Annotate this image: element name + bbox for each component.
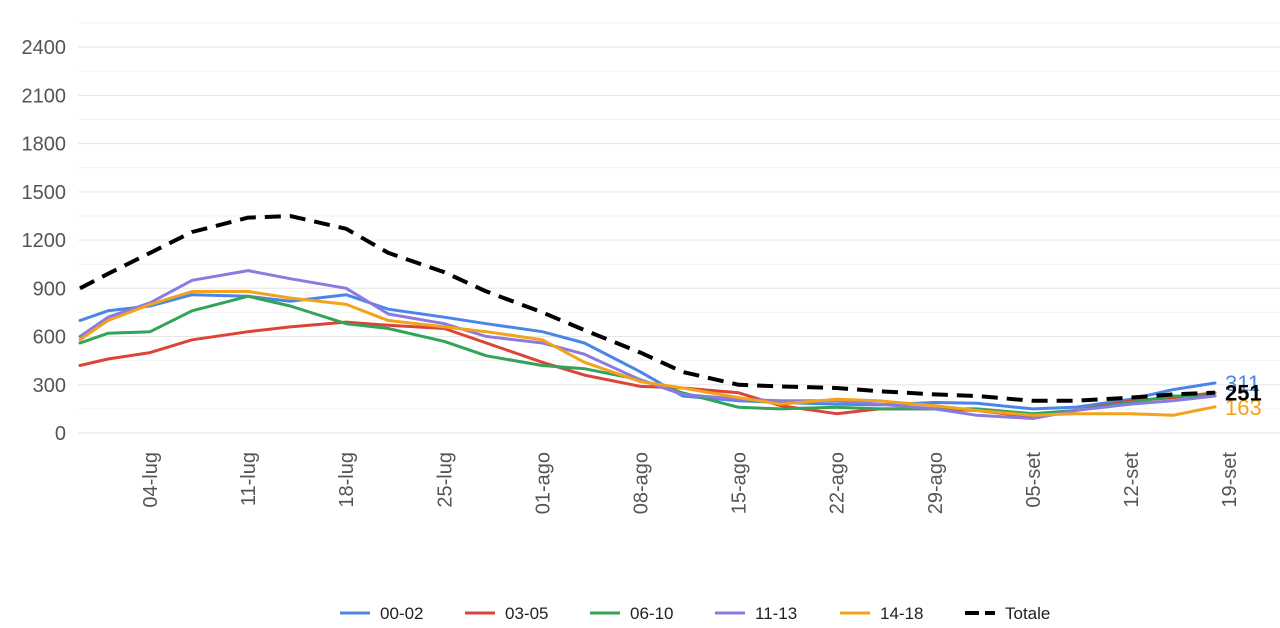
series-line-11-13 [78, 269, 1217, 420]
y-tick-label: 300 [33, 375, 66, 397]
series-line-totale [79, 214, 1216, 403]
legend: 00-02 03-05 06-10 11-13 14-18 Totale [340, 604, 1050, 623]
legend-label-06-10: 06-10 [630, 604, 673, 623]
y-tick-label: 2400 [22, 37, 67, 59]
x-tick-label: 22-ago [827, 452, 849, 514]
legend-label-14-18: 14-18 [880, 604, 923, 623]
series-lines [78, 214, 1217, 420]
grid-lines [78, 22, 1280, 434]
y-tick-label: 1200 [22, 230, 67, 252]
x-tick-label: 18-lug [336, 452, 358, 508]
series-line-03-05 [78, 320, 1217, 419]
legend-label-11-13: 11-13 [755, 604, 797, 623]
legend-label-totale: Totale [1005, 604, 1050, 623]
legend-label-00-02: 00-02 [380, 604, 423, 623]
y-tick-label: 900 [33, 278, 66, 300]
end-label-14-18: 163 [1225, 395, 1262, 420]
y-tick-label: 1500 [22, 182, 67, 204]
x-tick-label: 25-lug [434, 452, 456, 508]
x-tick-label: 08-ago [630, 452, 652, 514]
end-label-totale: 251 [1225, 381, 1262, 406]
end-label-00-02: 311 [1225, 371, 1260, 396]
x-tick-label: 01-ago [532, 452, 554, 514]
x-tick-label: 12-set [1121, 452, 1143, 508]
y-tick-label: 0 [55, 423, 66, 445]
x-tick-label: 11-lug [238, 452, 260, 506]
x-axis-ticks: 04-lug 11-lug 18-lug 25-lug 01-ago 08-ago 15-a… [140, 452, 1241, 515]
legend-label-03-05: 03-05 [505, 604, 548, 623]
y-tick-label: 1800 [22, 134, 67, 156]
x-tick-label: 04-lug [140, 452, 162, 508]
y-axis-ticks: 0 300 600 900 1200 1500 1800 2100 2400 [22, 37, 67, 445]
x-tick-label: 19-set [1219, 452, 1241, 508]
x-tick-label: 15-ago [729, 452, 751, 514]
x-tick-label: 05-set [1023, 452, 1045, 508]
series-line-00-02 [78, 293, 1217, 411]
y-tick-label: 600 [33, 327, 66, 349]
x-tick-label: 29-ago [925, 452, 947, 514]
y-tick-label: 2100 [22, 85, 67, 107]
series-line-14-18 [78, 290, 1217, 417]
